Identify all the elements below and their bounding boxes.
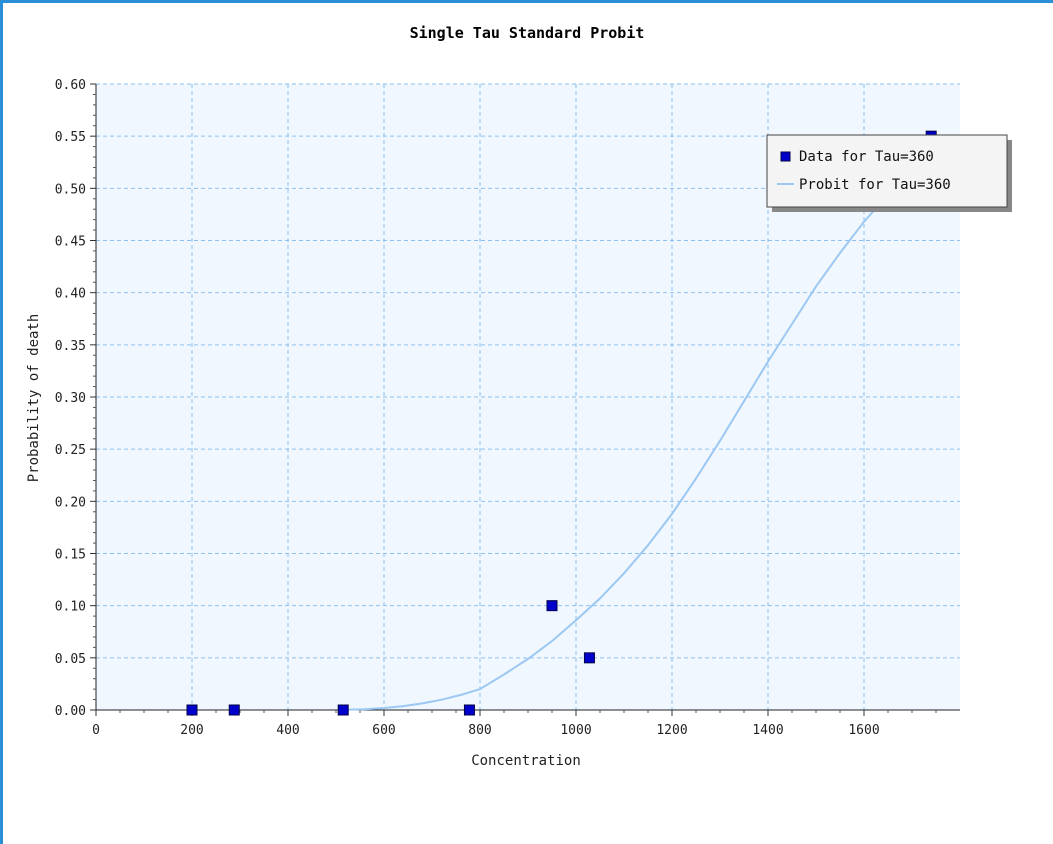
chart-title: Single Tau Standard Probit bbox=[410, 24, 645, 42]
y-tick-label: 0.45 bbox=[55, 235, 86, 250]
data-point bbox=[228, 704, 240, 716]
y-tick-label: 0.30 bbox=[55, 391, 86, 406]
y-tick-label: 0.40 bbox=[55, 287, 86, 302]
x-tick-label: 1600 bbox=[848, 723, 879, 738]
x-tick-label: 1000 bbox=[560, 723, 591, 738]
data-point bbox=[337, 704, 349, 716]
x-tick-label: 400 bbox=[276, 723, 299, 738]
y-axis-ticks: 0.00 0.05 0.10 0.15 0.20 0.25 0.30 0.35 0.40 0.45… bbox=[55, 78, 96, 719]
data-point bbox=[186, 704, 198, 716]
data-point bbox=[583, 652, 595, 664]
legend-box bbox=[766, 134, 1008, 208]
y-tick-label: 0.20 bbox=[55, 495, 86, 510]
y-tick-label: 0.10 bbox=[55, 600, 86, 615]
y-tick-label: 0.25 bbox=[55, 443, 86, 458]
x-tick-label: 1400 bbox=[752, 723, 783, 738]
x-tick-label: 800 bbox=[468, 723, 491, 738]
legend-label-data: Data for Tau=360 bbox=[799, 149, 934, 165]
y-tick-label: 0.15 bbox=[55, 548, 86, 563]
x-tick-label: 0 bbox=[92, 723, 100, 738]
x-tick-label: 1200 bbox=[656, 723, 687, 738]
y-tick-label: 0.35 bbox=[55, 339, 86, 354]
y-tick-label: 0.60 bbox=[55, 78, 86, 93]
y-axis-label: Probability of death bbox=[26, 314, 42, 483]
y-tick-label: 0.50 bbox=[55, 182, 86, 197]
probit-curve-line bbox=[345, 150, 937, 711]
data-point bbox=[546, 600, 558, 612]
x-tick-label: 600 bbox=[372, 723, 395, 738]
y-tick-label: 0.00 bbox=[55, 704, 86, 719]
legend: Data for Tau=360 Probit for Tau=360 bbox=[766, 134, 1012, 212]
y-tick-label: 0.05 bbox=[55, 652, 86, 667]
y-tick-label: 0.55 bbox=[55, 130, 86, 145]
x-axis-label: Concentration bbox=[471, 753, 581, 769]
legend-marker-data bbox=[780, 151, 791, 162]
x-tick-label: 200 bbox=[180, 723, 203, 738]
x-axis-ticks: 0 200 400 600 800 1000 1200 1400 1600 bbox=[92, 710, 937, 738]
legend-label-probit: Probit for Tau=360 bbox=[799, 177, 951, 193]
data-point bbox=[463, 704, 475, 716]
grid-lines bbox=[96, 83, 960, 710]
